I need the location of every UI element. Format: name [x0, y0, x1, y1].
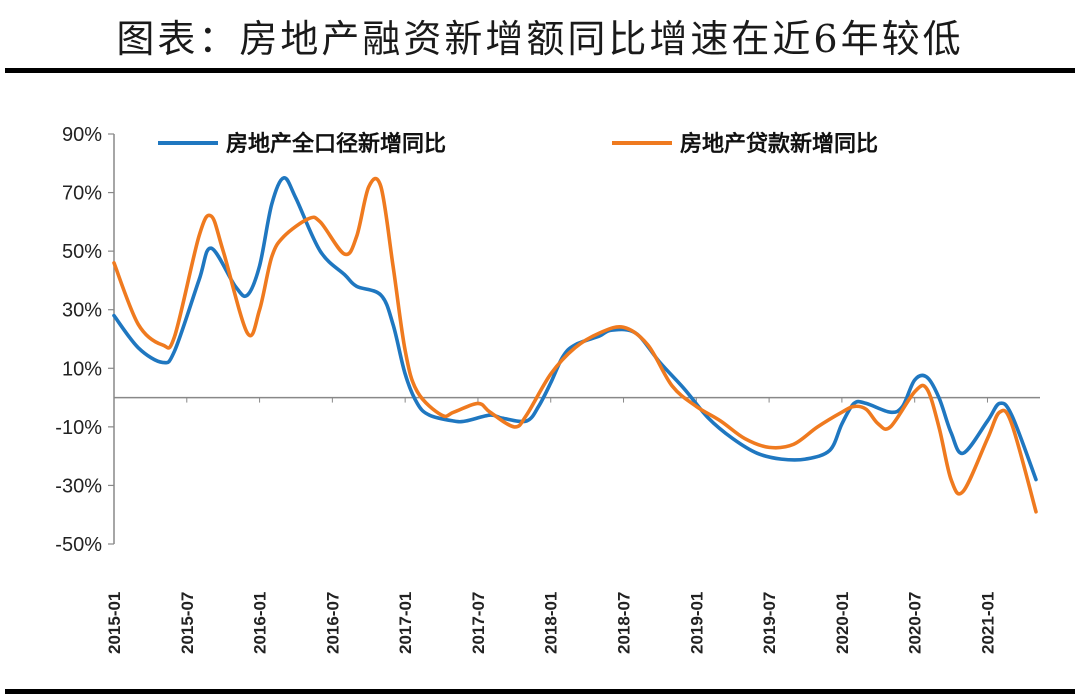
x-tick-label: 2018-07	[615, 592, 634, 654]
y-tick-label: 50%	[62, 241, 102, 263]
legend-label: 房地产全口径新增同比	[226, 131, 446, 157]
legend-label: 房地产贷款新增同比	[680, 131, 878, 157]
x-axis-ticks: 2015-01 2015-07 2016-01 2016-07 2017-01 2017-…	[105, 397, 997, 654]
chart-legend: 房地产全口径新增同比 房地产贷款新增同比	[158, 131, 878, 157]
x-tick-label: 2021-01	[978, 592, 997, 654]
y-tick-label: -30%	[55, 475, 102, 497]
series-lines	[112, 176, 1038, 514]
footer-divider	[5, 689, 1075, 694]
x-tick-label: 2020-01	[833, 592, 852, 654]
x-tick-label: 2017-01	[396, 592, 415, 654]
y-axis-ticks: 90% 70% 50% 30% 10% -10% -30% -50%	[55, 124, 114, 556]
x-tick-label: 2015-01	[105, 592, 124, 654]
x-tick-label: 2019-07	[760, 592, 779, 654]
title-divider	[5, 68, 1075, 73]
y-tick-label: 70%	[62, 183, 102, 205]
x-tick-label: 2015-07	[178, 592, 197, 654]
x-tick-label: 2017-07	[469, 592, 488, 654]
x-tick-label: 2019-01	[687, 592, 706, 654]
y-tick-label: -50%	[55, 534, 102, 556]
chart-axes	[113, 134, 1040, 544]
x-tick-label: 2016-07	[323, 592, 342, 654]
x-tick-label: 2016-01	[251, 592, 270, 654]
series-line-total-financing	[112, 176, 1038, 482]
y-tick-label: 90%	[62, 124, 102, 146]
y-tick-label: 10%	[62, 358, 102, 380]
x-tick-label: 2020-07	[906, 592, 925, 654]
x-tick-label: 2018-01	[542, 592, 561, 654]
series-line-loans	[112, 176, 1038, 514]
chart-title: 图表：房地产融资新增额同比增速在近6年较低	[116, 17, 964, 61]
y-tick-label: 30%	[62, 300, 102, 322]
y-tick-label: -10%	[55, 417, 102, 439]
